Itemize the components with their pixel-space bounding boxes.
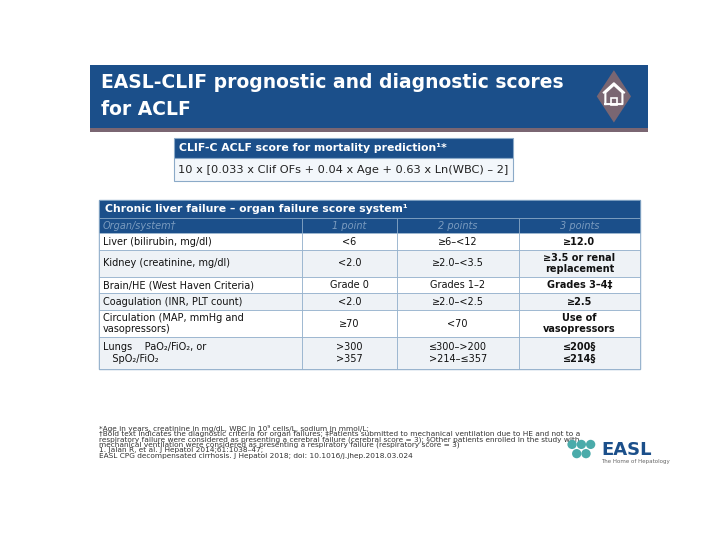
Text: ≤300–>200
>214–≤357: ≤300–>200 >214–≤357 [428, 342, 487, 363]
Circle shape [572, 449, 581, 458]
Text: EASL: EASL [601, 441, 652, 459]
Text: <2.0: <2.0 [338, 297, 361, 307]
Text: ≥12.0: ≥12.0 [563, 237, 595, 247]
Text: ≥70: ≥70 [339, 319, 360, 328]
Text: ≥6–<12: ≥6–<12 [438, 237, 477, 247]
Text: <2.0: <2.0 [338, 259, 361, 268]
FancyBboxPatch shape [174, 158, 513, 181]
Text: Use of
vasopressors: Use of vasopressors [543, 313, 616, 334]
Text: 1 point: 1 point [333, 221, 366, 231]
FancyBboxPatch shape [518, 233, 640, 251]
Text: Liver (bilirubin, mg/dl): Liver (bilirubin, mg/dl) [103, 237, 212, 247]
FancyBboxPatch shape [302, 294, 397, 310]
Text: >300
>357: >300 >357 [336, 342, 363, 363]
FancyBboxPatch shape [518, 276, 640, 294]
Text: Lungs    PaO₂/FiO₂, or
   SpO₂/FiO₂: Lungs PaO₂/FiO₂, or SpO₂/FiO₂ [103, 342, 207, 363]
FancyBboxPatch shape [302, 218, 397, 233]
Text: <6: <6 [343, 237, 356, 247]
Text: 1. Jalan R, et al. J Hepatol 2014;61:1038–47;: 1. Jalan R, et al. J Hepatol 2014;61:103… [99, 447, 264, 454]
FancyBboxPatch shape [302, 251, 397, 276]
FancyBboxPatch shape [397, 233, 518, 251]
Text: Grade 0: Grade 0 [330, 280, 369, 290]
Text: 3 points: 3 points [559, 221, 599, 231]
FancyBboxPatch shape [99, 218, 302, 233]
FancyBboxPatch shape [99, 200, 640, 369]
FancyBboxPatch shape [174, 138, 513, 158]
FancyBboxPatch shape [99, 294, 302, 310]
FancyBboxPatch shape [518, 336, 640, 369]
Text: †Bold text indicates the diagnostic criteria for organ failures; ‡Patients submi: †Bold text indicates the diagnostic crit… [99, 431, 580, 437]
FancyBboxPatch shape [518, 251, 640, 276]
Text: Chronic liver failure – organ failure score system¹: Chronic liver failure – organ failure sc… [104, 204, 408, 214]
FancyBboxPatch shape [90, 65, 648, 128]
FancyBboxPatch shape [397, 294, 518, 310]
FancyBboxPatch shape [518, 218, 640, 233]
FancyBboxPatch shape [99, 310, 302, 336]
Text: 10 x [0.033 x Clif OFs + 0.04 x Age + 0.63 x Ln(WBC) – 2]: 10 x [0.033 x Clif OFs + 0.04 x Age + 0.… [179, 165, 508, 174]
Text: Grades 1–2: Grades 1–2 [430, 280, 485, 290]
Text: respiratory failure were considered as presenting a cerebral failure (cerebral s: respiratory failure were considered as p… [99, 436, 580, 443]
FancyBboxPatch shape [397, 336, 518, 369]
Text: ≥2.5: ≥2.5 [567, 297, 592, 307]
Text: The Home of Hepatology: The Home of Hepatology [601, 459, 670, 464]
Text: <70: <70 [447, 319, 468, 328]
Circle shape [586, 440, 595, 449]
FancyBboxPatch shape [302, 233, 397, 251]
Text: ≤200§
≤214§: ≤200§ ≤214§ [563, 342, 596, 363]
Text: for ACLF: for ACLF [101, 100, 191, 119]
Text: Circulation (MAP, mmHg and
vasopressors): Circulation (MAP, mmHg and vasopressors) [103, 313, 244, 334]
FancyBboxPatch shape [99, 336, 302, 369]
Text: ≥2.0–<2.5: ≥2.0–<2.5 [432, 297, 484, 307]
Text: CLIF-C ACLF score for mortality prediction¹*: CLIF-C ACLF score for mortality predicti… [179, 143, 447, 153]
Text: 2 points: 2 points [438, 221, 477, 231]
FancyBboxPatch shape [397, 310, 518, 336]
FancyBboxPatch shape [518, 310, 640, 336]
FancyBboxPatch shape [99, 251, 302, 276]
Text: Brain/HE (West Haven Criteria): Brain/HE (West Haven Criteria) [103, 280, 254, 290]
FancyBboxPatch shape [397, 251, 518, 276]
FancyBboxPatch shape [302, 310, 397, 336]
FancyBboxPatch shape [302, 276, 397, 294]
FancyBboxPatch shape [302, 336, 397, 369]
Circle shape [577, 440, 586, 449]
FancyBboxPatch shape [99, 276, 302, 294]
Text: Coagulation (INR, PLT count): Coagulation (INR, PLT count) [103, 297, 243, 307]
FancyBboxPatch shape [90, 128, 648, 132]
Text: ≥3.5 or renal
replacement: ≥3.5 or renal replacement [544, 253, 616, 274]
Text: EASL CPG decompensated cirrhosis. J Hepatol 2018; doi: 10.1016/j.jhep.2018.03.02: EASL CPG decompensated cirrhosis. J Hepa… [99, 453, 413, 459]
Text: *Age in years, creatinine in mg/dL, WBC in 10⁹ cells/L, sodium in mmol/L;: *Age in years, creatinine in mg/dL, WBC … [99, 425, 369, 432]
FancyBboxPatch shape [99, 233, 302, 251]
Polygon shape [597, 70, 631, 123]
Circle shape [567, 440, 577, 449]
Text: Organ/system†: Organ/system† [102, 221, 176, 231]
FancyBboxPatch shape [397, 218, 518, 233]
Text: ≥2.0–<3.5: ≥2.0–<3.5 [432, 259, 484, 268]
FancyBboxPatch shape [397, 276, 518, 294]
FancyBboxPatch shape [518, 294, 640, 310]
Text: Kidney (creatinine, mg/dl): Kidney (creatinine, mg/dl) [103, 259, 230, 268]
Text: EASL-CLIF prognostic and diagnostic scores: EASL-CLIF prognostic and diagnostic scor… [101, 72, 564, 91]
Text: Grades 3–4‡: Grades 3–4‡ [546, 280, 612, 290]
Text: mechanical ventilation were considered as presenting a respiratory failure (resp: mechanical ventilation were considered a… [99, 442, 460, 448]
FancyBboxPatch shape [99, 200, 640, 218]
Circle shape [581, 449, 590, 458]
